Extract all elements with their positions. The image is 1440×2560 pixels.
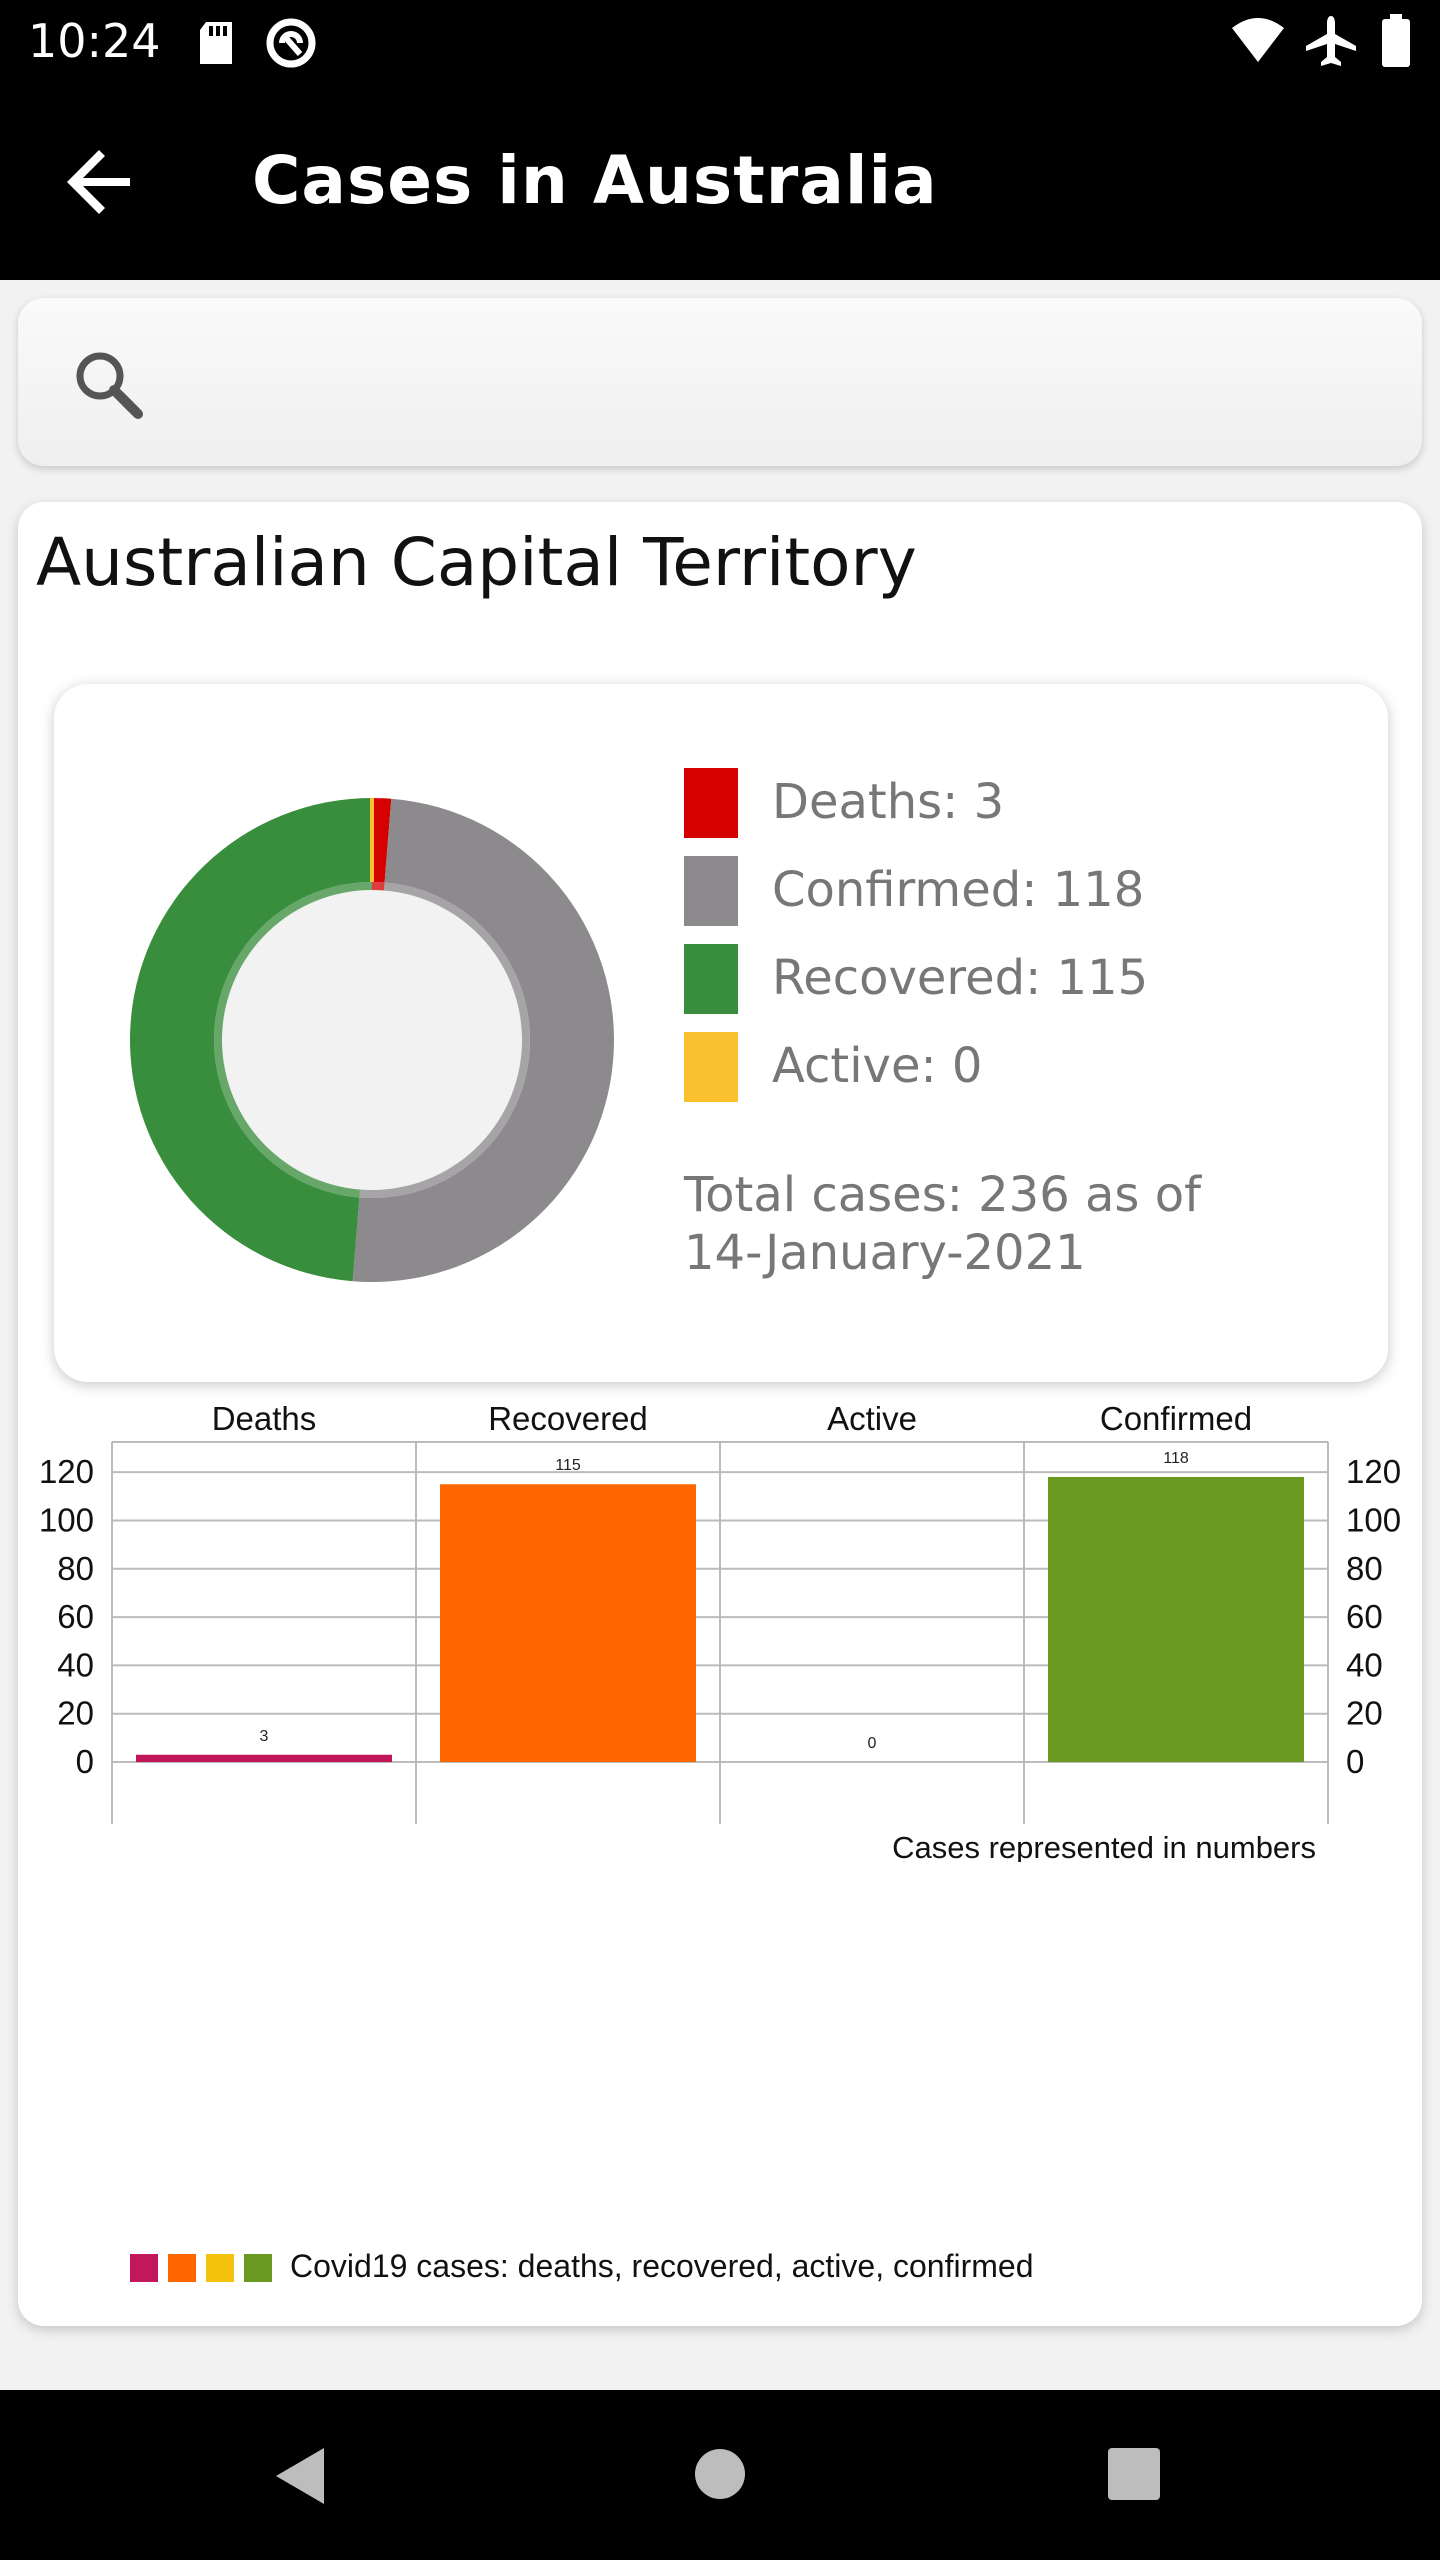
search-input[interactable]: [18, 298, 1422, 466]
data-label-deaths: 3: [260, 1728, 269, 1745]
y-tick-label-left: 40: [57, 1646, 94, 1683]
recents-nav-icon[interactable]: [1108, 2448, 1160, 2500]
bar-chart: 0 0 20 20 40 40 60 60 80 80 100 100 120 120 Deaths 3 Rec…: [39, 1402, 1401, 1862]
total-cases: Total cases: 236 as of 14-January-2021: [684, 1166, 1364, 1282]
bar-legend-label: Covid19 cases: deaths, recovered, active…: [290, 2248, 1034, 2284]
territory-card: Australian Capital Territory Deaths: 3 C…: [18, 502, 1422, 2326]
y-tick-label-left: 60: [57, 1598, 94, 1635]
arrow-back-icon[interactable]: [50, 132, 150, 232]
status-time: 10:24: [28, 14, 161, 68]
bar-deaths: [136, 1754, 392, 1762]
legend-item-confirmed: Confirmed: 118: [684, 856, 1344, 926]
page-title: Cases in Australia: [252, 142, 938, 219]
legend-label-deaths: Deaths: 3: [772, 774, 1005, 830]
back-nav-icon[interactable]: [272, 2446, 328, 2506]
bar-legend-swatch-deaths: [130, 2254, 158, 2282]
legend-item-deaths: Deaths: 3: [684, 768, 1344, 838]
data-label-confirmed: 118: [1163, 1450, 1189, 1467]
donut-slice-deaths: [372, 798, 392, 883]
y-tick-label-right: 40: [1346, 1646, 1383, 1683]
system-nav-bar: [0, 2390, 1440, 2560]
bar-confirmed: [1048, 1476, 1304, 1762]
data-label-recovered: 115: [555, 1457, 581, 1474]
y-tick-label-left: 20: [57, 1695, 94, 1732]
category-label-recovered: Recovered: [488, 1402, 648, 1437]
total-cases-date: 14-January-2021: [684, 1225, 1086, 1281]
y-tick-label-left: 120: [39, 1453, 94, 1490]
data-saver-icon: [266, 18, 316, 68]
y-tick-label-right: 120: [1346, 1453, 1401, 1490]
pie-chart-card: Deaths: 3 Confirmed: 118 Recovered: 115 …: [54, 684, 1388, 1382]
y-tick-label-right: 100: [1346, 1501, 1401, 1538]
y-tick-label-right: 20: [1346, 1695, 1383, 1732]
status-bar: 10:24: [0, 0, 1440, 84]
y-tick-label-right: 60: [1346, 1598, 1383, 1635]
bar-legend-swatch-confirmed: [244, 2254, 272, 2282]
bar-legend-swatch-active: [206, 2254, 234, 2282]
legend-swatch-active: [684, 1032, 738, 1102]
y-tick-label-left: 100: [39, 1501, 94, 1538]
legend-label-recovered: Recovered: 115: [772, 950, 1149, 1006]
search-icon[interactable]: [66, 342, 154, 430]
y-tick-label-right: 80: [1346, 1550, 1383, 1587]
sd-card-icon: [200, 22, 232, 64]
legend-item-recovered: Recovered: 115: [684, 944, 1344, 1014]
home-nav-icon[interactable]: [694, 2448, 746, 2500]
category-label-deaths: Deaths: [212, 1402, 317, 1437]
legend-label-active: Active: 0: [772, 1038, 983, 1094]
y-tick-label-left: 0: [76, 1743, 94, 1780]
legend-swatch-deaths: [684, 768, 738, 838]
x-axis-label: Cases represented in numbers: [892, 1830, 1316, 1862]
legend-item-active: Active: 0: [684, 1032, 1344, 1102]
y-tick-label-left: 80: [57, 1550, 94, 1587]
category-label-active: Active: [827, 1402, 917, 1437]
bar-recovered: [440, 1484, 696, 1762]
donut-slice-recovered: [130, 798, 372, 1282]
total-cases-line1: Total cases: 236 as of: [684, 1167, 1201, 1223]
wifi-icon: [1232, 18, 1284, 62]
airplane-mode-icon: [1306, 16, 1356, 66]
data-label-active: 0: [868, 1735, 877, 1752]
legend-swatch-confirmed: [684, 856, 738, 926]
bar-legend-swatch-recovered: [168, 2254, 196, 2282]
donut-hole: [214, 882, 530, 1198]
legend-swatch-recovered: [684, 944, 738, 1014]
donut-chart: [130, 798, 614, 1282]
battery-icon: [1382, 14, 1410, 67]
category-label-confirmed: Confirmed: [1100, 1402, 1252, 1437]
donut-slice-confirmed: [352, 798, 614, 1282]
y-tick-label-right: 0: [1346, 1743, 1364, 1780]
donut-inner-ring-deaths: [372, 882, 385, 891]
app-bar: Cases in Australia: [0, 84, 1440, 280]
territory-title: Australian Capital Territory: [36, 524, 917, 601]
legend-label-confirmed: Confirmed: 118: [772, 862, 1145, 918]
